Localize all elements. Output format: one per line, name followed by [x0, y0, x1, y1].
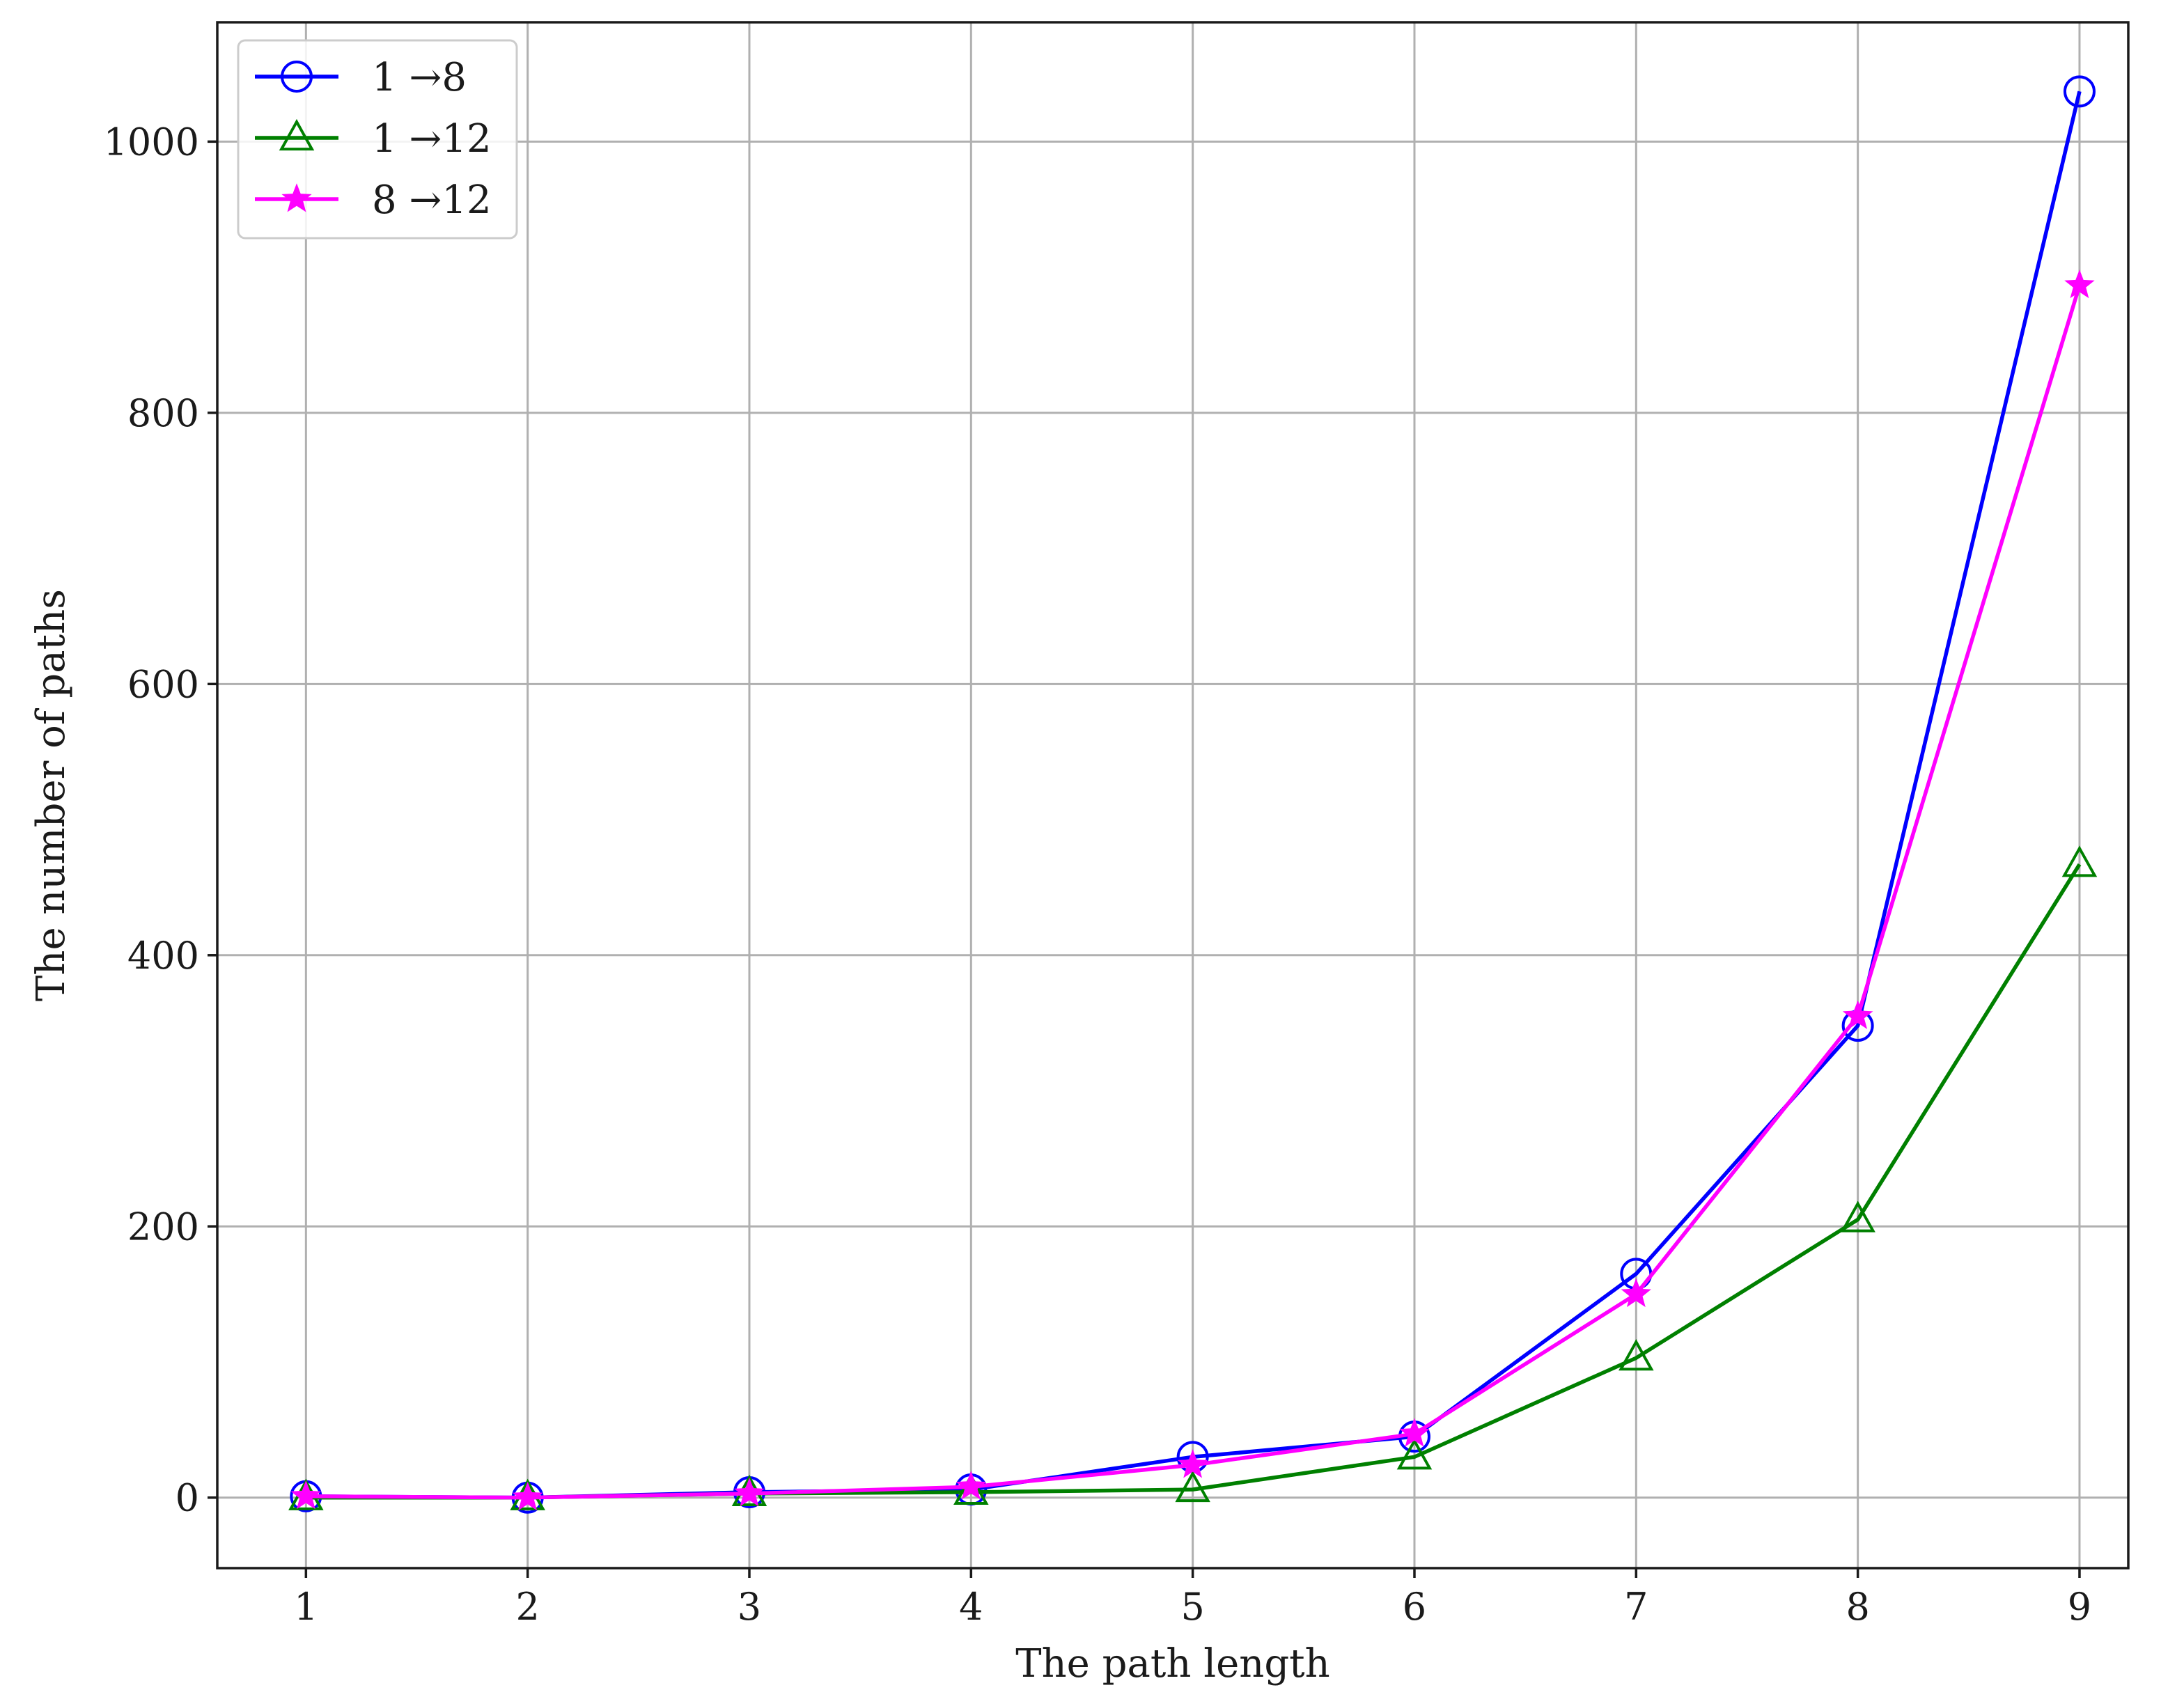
data-point: [1621, 1278, 1651, 1308]
data-point: [2061, 845, 2098, 877]
x-tick-label: 6: [1403, 1585, 1426, 1629]
y-tick-label: 400: [127, 934, 199, 978]
data-point: [2063, 75, 2096, 108]
data-point: [2064, 269, 2095, 299]
y-tick-label: 800: [127, 391, 199, 435]
x-axis-label: The path length: [1015, 1641, 1330, 1687]
legend-label: 8 →12: [372, 178, 492, 223]
legend-item: 1 →8: [255, 55, 467, 100]
legend-marker: [281, 183, 312, 212]
series-layer: [288, 75, 2098, 1514]
y-tick-label: 600: [127, 662, 199, 706]
data-point: [1175, 1470, 1210, 1503]
legend-item: 1 →12: [255, 116, 492, 162]
data-point: [734, 1478, 765, 1507]
legend-label: 1 →12: [372, 116, 492, 162]
y-tick-label: 200: [127, 1205, 199, 1249]
data-point: [1618, 1339, 1654, 1371]
data-point: [1399, 1418, 1430, 1447]
data-point: [1842, 1000, 1873, 1029]
x-tick-label: 8: [1846, 1585, 1869, 1629]
x-tick-label: 4: [959, 1585, 983, 1629]
data-point: [956, 1471, 986, 1500]
data-point: [512, 1481, 543, 1511]
x-tick-label: 5: [1180, 1585, 1204, 1629]
x-tick-label: 7: [1624, 1585, 1648, 1629]
x-tick-label: 1: [294, 1585, 318, 1629]
x-tick-label: 3: [738, 1585, 761, 1629]
legend-marker: [281, 61, 313, 93]
plot-frame: [216, 21, 2130, 1570]
y-axis-label: The number of paths: [29, 589, 74, 1001]
series-3: [290, 269, 2095, 1511]
grid-lines: [217, 22, 2128, 1568]
y-tick-label: 1000: [104, 120, 199, 164]
legend-item: 8 →12: [255, 178, 492, 223]
legend: 1 →8 1 →12 8 →12: [237, 39, 518, 240]
data-point: [1840, 1200, 1875, 1232]
data-point: [1177, 1449, 1208, 1478]
data-point: [290, 1480, 322, 1510]
x-tick-label: 9: [2068, 1585, 2091, 1629]
legend-marker: [279, 118, 315, 151]
y-tick-label: 0: [176, 1476, 199, 1520]
data-point: [1396, 1438, 1433, 1470]
x-tick-label: 2: [515, 1585, 539, 1629]
legend-label: 1 →8: [372, 55, 467, 100]
legend-box: [237, 39, 518, 240]
axis-ticks: 1 2 3 4 5 6 7 8 9 0 200 400 600 800 1000: [104, 120, 2092, 1629]
data-point: [953, 1473, 989, 1505]
